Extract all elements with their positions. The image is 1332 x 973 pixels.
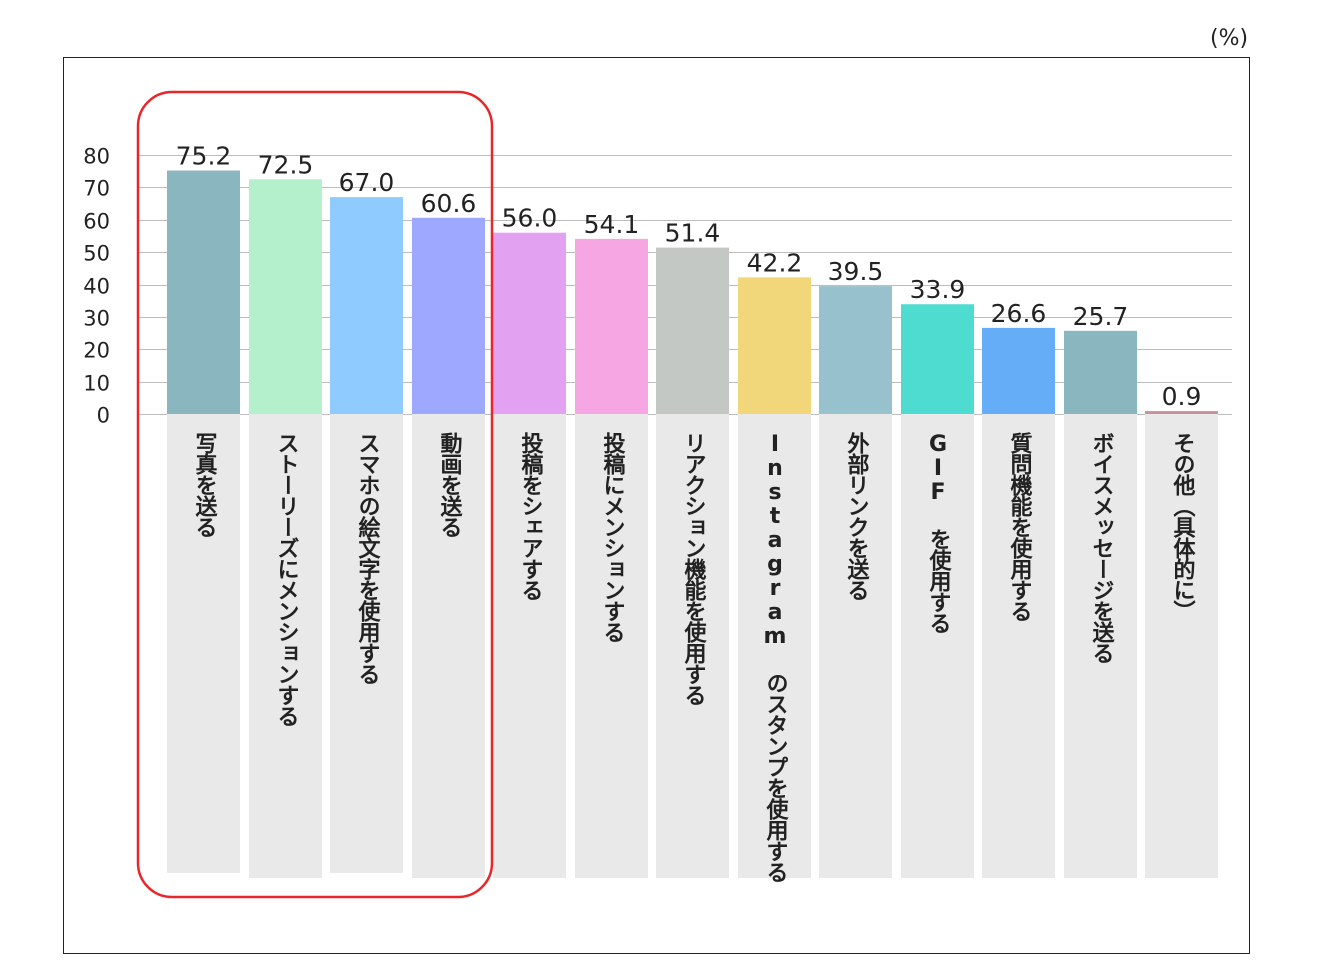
bar	[412, 217, 485, 414]
bar	[575, 238, 648, 414]
y-tick-label: 60	[83, 210, 110, 234]
label-background	[901, 414, 974, 878]
highlight-box	[136, 90, 494, 899]
chart-frame	[63, 57, 1250, 954]
y-tick-label: 50	[83, 242, 110, 266]
category-label: Instagram のスタンプを使用する	[762, 432, 788, 882]
bar	[656, 247, 729, 414]
value-label: 25.7	[1073, 302, 1129, 331]
y-tick-label: 20	[83, 339, 110, 363]
unit-label: (%)	[1210, 26, 1249, 51]
category-label: 質問機能を使用する	[1006, 432, 1032, 621]
value-labels: 75.2 72.5 67.0 60.6 56.0 54.1 51.4 42.2 39.5 33.9…	[176, 142, 1202, 412]
category-label: ボイスメッセージを送る	[1088, 432, 1114, 663]
category-label: ストーリーズにメンションする	[273, 432, 299, 726]
label-background	[412, 414, 485, 878]
y-tick-label: 80	[83, 145, 110, 169]
value-label: 54.1	[584, 210, 640, 239]
label-background	[1064, 414, 1137, 878]
value-label: 39.5	[828, 257, 884, 286]
y-axis-ticks: 0 10 20 30 40 50 60 70 80	[83, 145, 110, 428]
value-label: 51.4	[665, 219, 721, 248]
value-label: 60.6	[421, 189, 477, 218]
value-label: 67.0	[339, 168, 395, 197]
label-background	[330, 414, 403, 873]
y-tick-label: 30	[83, 307, 110, 331]
bar	[249, 179, 322, 414]
y-tick-label: 0	[97, 404, 110, 428]
category-label: 外部リンクを送る	[843, 432, 869, 600]
label-background	[167, 414, 240, 873]
category-label: リアクション機能を使用する	[680, 432, 706, 705]
label-background	[1145, 414, 1218, 878]
value-label: 75.2	[176, 142, 232, 171]
label-background	[493, 414, 566, 878]
bar	[738, 277, 811, 414]
bars	[167, 170, 1218, 414]
bar	[1064, 330, 1137, 414]
value-label: 56.0	[502, 204, 558, 233]
category-label: その他（具体的に）	[1169, 432, 1195, 621]
bar	[982, 327, 1055, 414]
label-background	[249, 414, 322, 878]
category-label: 動画を送る	[436, 432, 462, 537]
value-label: 42.2	[747, 248, 803, 277]
label-background	[575, 414, 648, 878]
label-background	[982, 414, 1055, 878]
value-label: 26.6	[991, 299, 1047, 328]
bar	[819, 286, 892, 414]
value-label: 72.5	[258, 150, 314, 179]
y-tick-label: 70	[83, 177, 110, 201]
bar	[330, 197, 403, 414]
category-label: 投稿にメンションする	[599, 432, 625, 642]
category-label: 写真を送る	[191, 432, 217, 537]
category-label: GIF を使用する	[925, 432, 951, 633]
y-tick-label: 40	[83, 275, 110, 299]
label-backgrounds	[167, 414, 1218, 878]
bar	[1145, 411, 1218, 414]
category-label: 投稿をシェアする	[517, 432, 543, 600]
label-background	[656, 414, 729, 878]
y-tick-label: 10	[83, 372, 110, 396]
bar	[493, 232, 566, 414]
category-label: スマホの絵文字を使用する	[354, 432, 380, 684]
label-background	[819, 414, 892, 878]
bar	[901, 304, 974, 414]
label-background	[738, 414, 811, 878]
bar	[167, 170, 240, 414]
value-label: 33.9	[910, 275, 966, 304]
value-label: 0.9	[1162, 382, 1202, 411]
